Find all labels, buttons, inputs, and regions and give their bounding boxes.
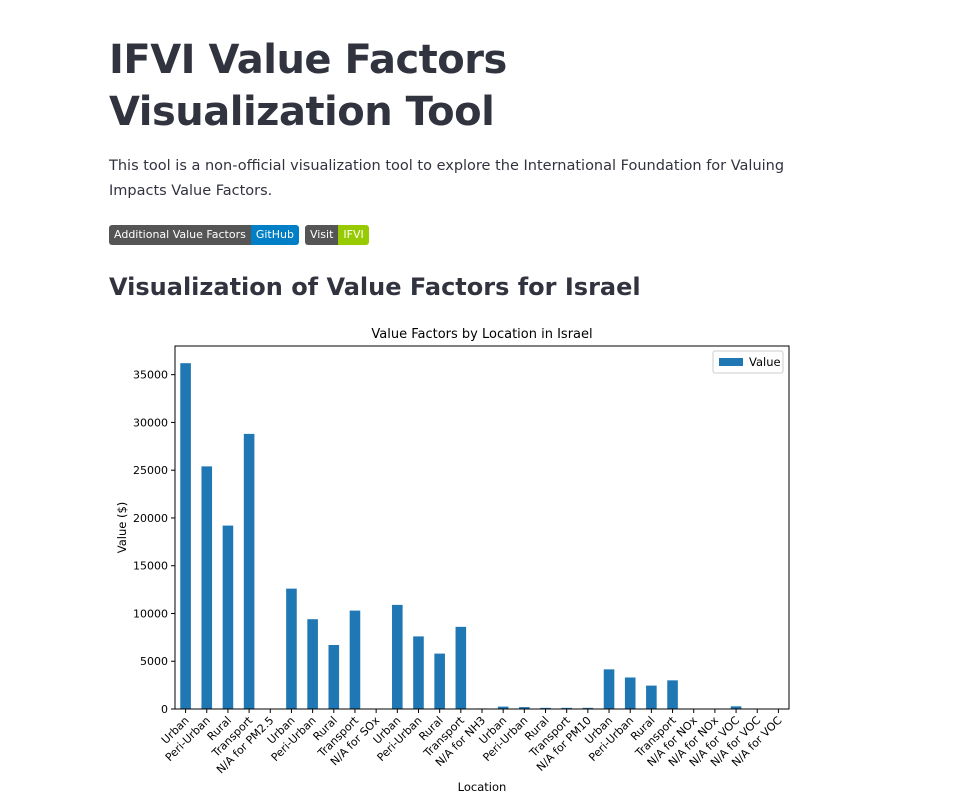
y-tick-label: 20000 (133, 512, 168, 525)
y-tick-label: 35000 (133, 369, 168, 382)
value-factors-chart: Value Factors by Location in Israel 0 500… (115, 327, 790, 794)
bar (540, 707, 551, 709)
bar (667, 680, 678, 709)
bar (730, 706, 742, 709)
badge-row: Additional Value Factors GitHub Visit IF… (109, 225, 369, 245)
y-tick-label: 0 (161, 703, 168, 716)
bar (624, 677, 636, 709)
bar (349, 610, 361, 709)
ifvi-badge-label: Visit (304, 225, 339, 245)
bar (201, 466, 213, 709)
bar (582, 707, 594, 709)
bar (413, 636, 424, 709)
ifvi-badge-value: IFVI (338, 225, 369, 245)
page-title: IFVI Value Factors Visualization Tool (109, 37, 507, 135)
github-badge-value: GitHub (250, 225, 299, 245)
y-tick-label: 25000 (133, 464, 168, 477)
bar (307, 619, 318, 709)
y-axis-label: Value ($) (115, 502, 129, 554)
bar (561, 707, 572, 709)
y-tick-label: 15000 (133, 560, 168, 573)
chart-title: Value Factors by Location in Israel (371, 327, 592, 342)
bar (603, 669, 615, 709)
bar (243, 433, 255, 709)
github-badge[interactable]: Additional Value Factors GitHub (109, 225, 299, 245)
section-title: Visualization of Value Factors for Israe… (109, 273, 641, 301)
bar (497, 706, 509, 709)
bar (455, 626, 467, 709)
bars (180, 363, 742, 709)
x-axis-label: Location (458, 780, 507, 794)
plot-frame (174, 345, 790, 710)
bar (434, 653, 445, 709)
legend-label: Value (749, 355, 781, 369)
legend: Value (712, 350, 784, 374)
legend-box (712, 350, 784, 374)
intro-text: This tool is a non-official visualizatio… (109, 158, 785, 199)
y-tick-label: 5000 (140, 655, 168, 668)
bar (646, 685, 657, 709)
bar (392, 604, 403, 709)
ifvi-badge[interactable]: Visit IFVI (304, 225, 369, 245)
legend-swatch (719, 358, 743, 366)
bar (519, 707, 530, 709)
y-tick-label: 30000 (133, 416, 168, 429)
bar (286, 588, 297, 709)
bar (328, 644, 340, 709)
github-badge-label: Additional Value Factors (109, 225, 251, 245)
bar (180, 363, 191, 709)
y-tick-label: 10000 (133, 607, 168, 620)
bar (222, 525, 234, 709)
y-axis: 0 5000 10000 15000 20000 25000 30000 35000 (133, 369, 175, 716)
